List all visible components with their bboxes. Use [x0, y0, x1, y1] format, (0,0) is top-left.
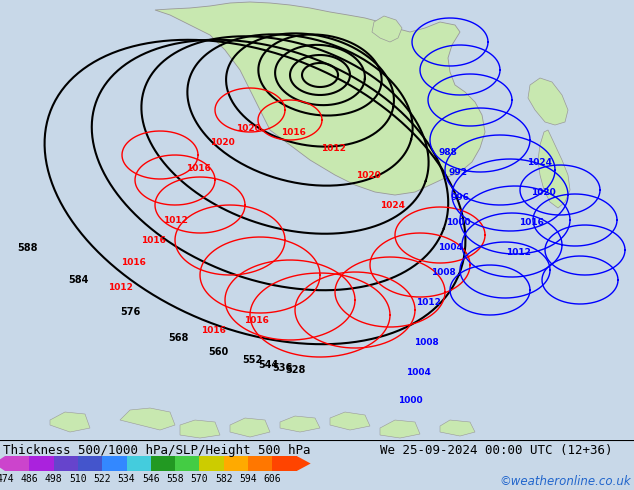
- Polygon shape: [330, 412, 370, 430]
- Bar: [151, 456, 175, 471]
- Text: 1020: 1020: [531, 188, 555, 196]
- Text: 1012: 1012: [108, 283, 133, 292]
- Bar: [127, 456, 151, 471]
- Polygon shape: [120, 408, 175, 430]
- Text: 588: 588: [18, 243, 38, 253]
- Bar: [200, 456, 224, 471]
- Text: 1008: 1008: [413, 338, 438, 346]
- Polygon shape: [0, 456, 5, 471]
- Text: 1016: 1016: [281, 127, 306, 137]
- Text: 996: 996: [451, 193, 470, 201]
- Text: 474: 474: [0, 473, 14, 484]
- Polygon shape: [380, 420, 420, 438]
- Polygon shape: [538, 130, 570, 208]
- Text: 510: 510: [69, 473, 87, 484]
- Text: 1000: 1000: [446, 218, 470, 226]
- Text: We 25-09-2024 00:00 UTC (12+36): We 25-09-2024 00:00 UTC (12+36): [380, 444, 613, 457]
- Text: 988: 988: [439, 147, 458, 156]
- Text: 582: 582: [215, 473, 233, 484]
- Text: 1000: 1000: [398, 395, 422, 405]
- Polygon shape: [440, 420, 475, 436]
- Polygon shape: [280, 416, 320, 432]
- Text: 546: 546: [142, 473, 160, 484]
- Text: 1016: 1016: [243, 316, 268, 324]
- Text: 1008: 1008: [430, 268, 455, 276]
- Polygon shape: [180, 420, 220, 438]
- Bar: [54, 456, 78, 471]
- Bar: [78, 456, 102, 471]
- Text: 560: 560: [208, 347, 228, 357]
- Polygon shape: [230, 418, 270, 437]
- Text: 522: 522: [93, 473, 111, 484]
- Text: 1012: 1012: [415, 297, 441, 307]
- Bar: [248, 456, 273, 471]
- Text: 992: 992: [448, 168, 467, 176]
- Polygon shape: [155, 2, 485, 195]
- Bar: [5, 456, 29, 471]
- Text: 1020: 1020: [236, 123, 261, 132]
- Polygon shape: [372, 16, 402, 42]
- Text: 576: 576: [120, 307, 140, 317]
- Text: 498: 498: [45, 473, 63, 484]
- Text: 1016: 1016: [120, 258, 145, 267]
- Bar: [29, 456, 54, 471]
- Text: ©weatheronline.co.uk: ©weatheronline.co.uk: [499, 474, 631, 488]
- Text: 594: 594: [239, 473, 257, 484]
- Text: 1020: 1020: [356, 171, 380, 179]
- Text: 534: 534: [118, 473, 136, 484]
- Text: 558: 558: [166, 473, 184, 484]
- Text: 568: 568: [168, 333, 188, 343]
- Text: 486: 486: [20, 473, 38, 484]
- Text: 536: 536: [272, 363, 292, 373]
- Text: 1016: 1016: [141, 236, 165, 245]
- Text: 1012: 1012: [321, 144, 346, 152]
- Text: 1024: 1024: [380, 200, 406, 210]
- Text: 544: 544: [258, 360, 278, 370]
- Text: 1012: 1012: [505, 247, 531, 256]
- Text: 1004: 1004: [406, 368, 430, 376]
- Text: 570: 570: [191, 473, 209, 484]
- Text: 552: 552: [242, 355, 262, 365]
- Bar: [102, 456, 127, 471]
- Text: 1016: 1016: [186, 164, 210, 172]
- Text: Thickness 500/1000 hPa/SLP/Height 500 hPa: Thickness 500/1000 hPa/SLP/Height 500 hP…: [3, 444, 311, 457]
- Text: 1024: 1024: [527, 157, 552, 167]
- Text: 1020: 1020: [210, 138, 235, 147]
- Text: 584: 584: [68, 275, 88, 285]
- Polygon shape: [50, 412, 90, 432]
- Text: 1016: 1016: [200, 325, 226, 335]
- Text: 606: 606: [264, 473, 281, 484]
- Bar: [224, 456, 248, 471]
- Polygon shape: [528, 78, 568, 125]
- Polygon shape: [297, 456, 311, 471]
- Text: 1004: 1004: [437, 243, 462, 251]
- Bar: [175, 456, 200, 471]
- Text: 528: 528: [285, 365, 305, 375]
- Text: 1016: 1016: [519, 218, 543, 226]
- Bar: [273, 456, 297, 471]
- Text: 1012: 1012: [162, 216, 188, 224]
